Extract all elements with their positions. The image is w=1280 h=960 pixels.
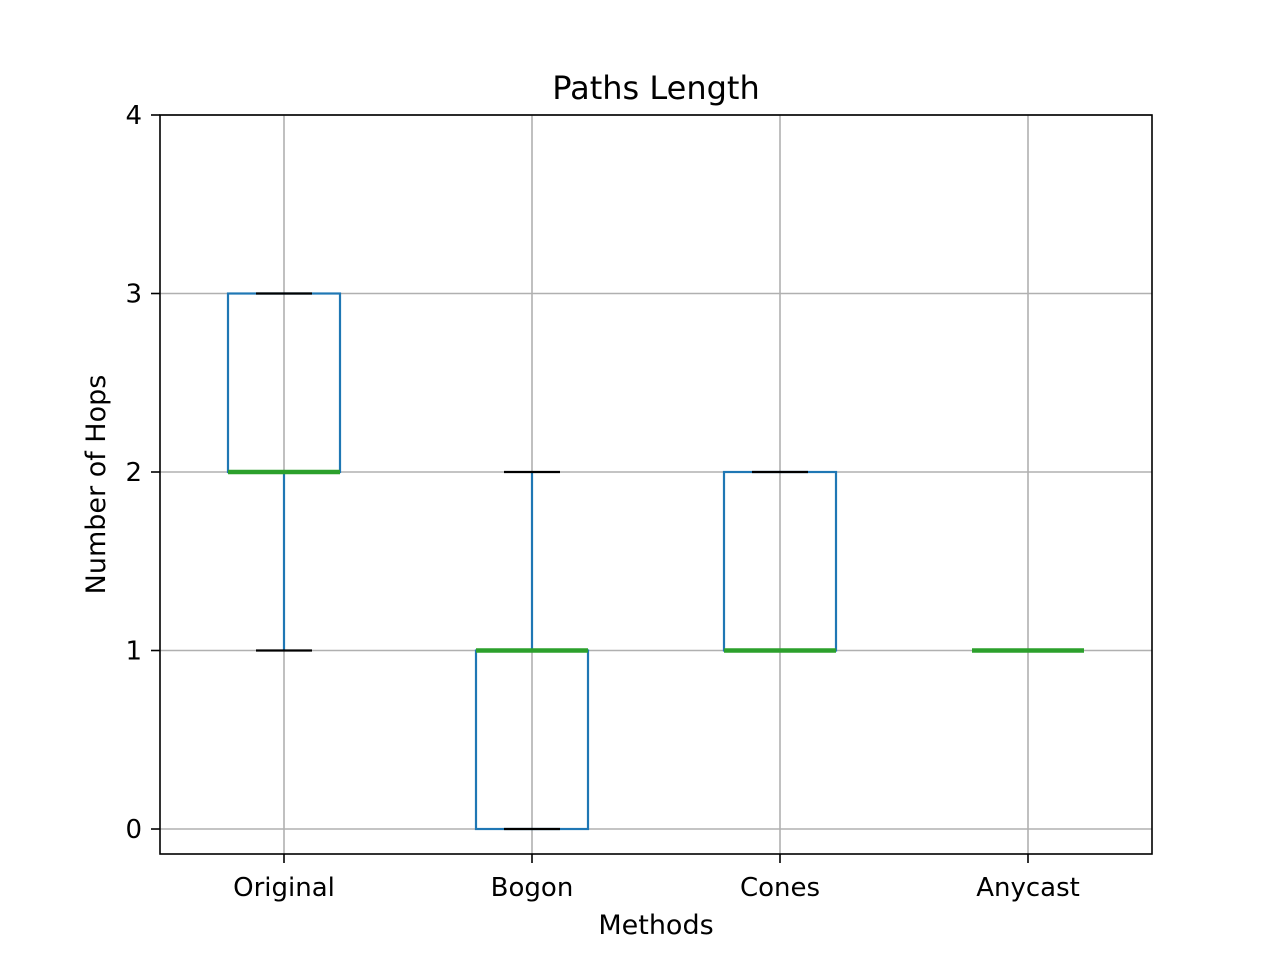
x-tick-label: Bogon [491, 873, 574, 903]
x-axis-label: Methods [598, 910, 713, 941]
x-tick-label: Cones [740, 873, 820, 903]
x-tick-label: Original [233, 873, 335, 903]
y-axis-label: Number of Hops [81, 375, 112, 595]
box-original [226, 292, 342, 652]
chart-title: Paths Length [552, 69, 760, 107]
box-bogon [474, 470, 590, 831]
box-cones [722, 470, 838, 653]
y-tick-label: 4 [125, 101, 142, 131]
y-tick-label: 3 [125, 280, 142, 310]
grid-lines [160, 114, 1152, 854]
box-series [226, 292, 1084, 831]
axis-ticks: 0 1 2 3 4 Original Bogon Cones Anycast [125, 101, 1079, 903]
y-tick-label: 1 [125, 637, 142, 667]
plot-area-frame [159, 114, 1153, 855]
y-tick-label: 2 [125, 458, 142, 488]
y-tick-label: 0 [125, 815, 142, 845]
x-tick-label: Anycast [976, 873, 1080, 903]
